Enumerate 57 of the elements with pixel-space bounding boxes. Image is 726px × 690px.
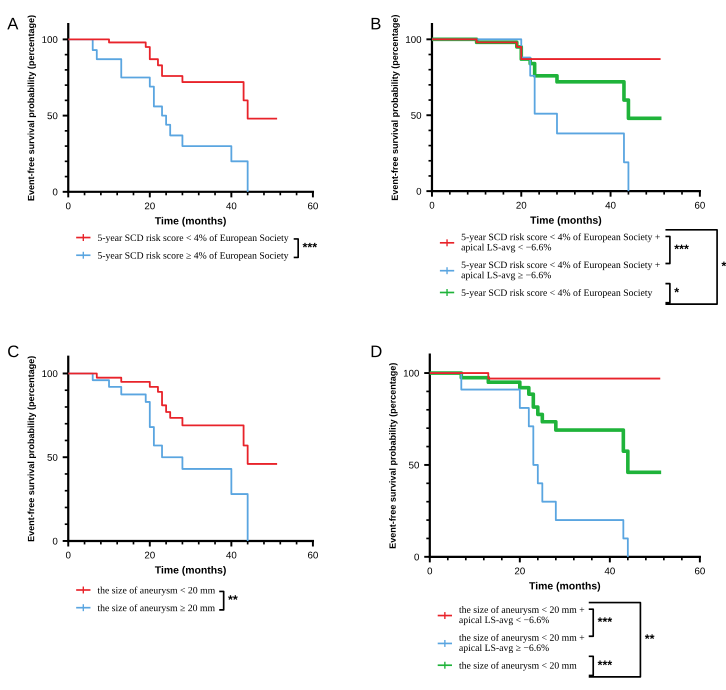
legend-label: the size of aneurysm < 20 mm [98,586,216,596]
y-tick-label: 50 [47,454,58,461]
x-axis-title: Time (months) [154,566,226,576]
text: ** [228,595,238,600]
legend-label: 5-year SCD risk score ≥ 4% of European Society [98,252,288,261]
x-axis-title: Time (months) [530,216,602,226]
y-tick-label: 50 [47,112,58,120]
text: *** [598,617,612,622]
y-tick-label: 100 [404,370,419,377]
x-axis-title: Time (months) [154,216,226,227]
text: * [721,262,726,266]
y-tick-label: 50 [408,462,419,469]
x-tick-label: 60 [308,552,318,559]
x-tick-label: 40 [604,568,615,574]
legend-label: 5-year SCD risk score < 4% of European Society + apical LS-avg ≥ −6.6% [461,261,660,280]
y-tick-label: 100 [406,36,422,43]
y-tick-label: 0 [52,538,58,545]
chart-title: B [372,18,380,30]
legend-label: 5-year SCD risk score < 4% of European Society + apical LS-avg < −6.6% [461,233,660,252]
x-tick-label: 20 [514,568,525,574]
text: *** [674,244,689,250]
text: ** [644,634,654,639]
y-tick-label: 0 [416,188,422,195]
chart-title: C [8,345,19,358]
y-axis-title: Event-free survival probability (percentage) [28,356,36,542]
chart-title: A [7,18,18,30]
y-axis-title: Event-free survival probability (percentage) [28,15,36,200]
text: * [674,288,680,292]
text: *** [598,660,612,666]
x-tick-label: 60 [694,202,705,209]
y-tick-label: 100 [42,370,58,378]
legend-label: the size of aneurysm < 20 mm + apical LS-avg < −6.6% [459,606,584,626]
text: *** [302,242,318,248]
legend-label: the size of aneurysm < 20 mm [459,662,577,671]
x-tick-label: 0 [66,552,71,559]
x-tick-label: 40 [605,202,616,209]
legend-label: the size of aneurysm ≥ 20 mm [98,604,215,614]
chart-title: D [372,346,382,358]
x-tick-label: 40 [226,552,236,559]
legend-label: the size of aneurysm < 20 mm + apical LS-avg ≥ −6.6% [459,634,584,654]
x-tick-label: 20 [144,202,155,210]
x-tick-label: 20 [144,552,155,559]
y-tick-label: 50 [411,112,422,119]
x-tick-label: 40 [226,202,236,210]
x-tick-label: 20 [516,202,526,209]
y-tick-label: 100 [42,36,58,44]
y-axis-title: Event-free survival probability (percentage) [389,363,398,548]
legend-label: 5-year SCD risk score < 4% of European Society [98,234,289,244]
y-tick-label: 0 [52,188,58,196]
x-tick-label: 0 [430,202,434,209]
x-tick-label: 60 [694,568,705,574]
legend-label: 5-year SCD risk score < 4% of European Society [462,289,652,298]
x-tick-label: 60 [308,202,318,210]
x-axis-title: Time (months) [529,582,600,592]
y-axis-title: Event-free survival probability (percentage) [391,15,400,200]
x-tick-label: 0 [66,202,71,210]
x-tick-label: 0 [427,568,432,574]
